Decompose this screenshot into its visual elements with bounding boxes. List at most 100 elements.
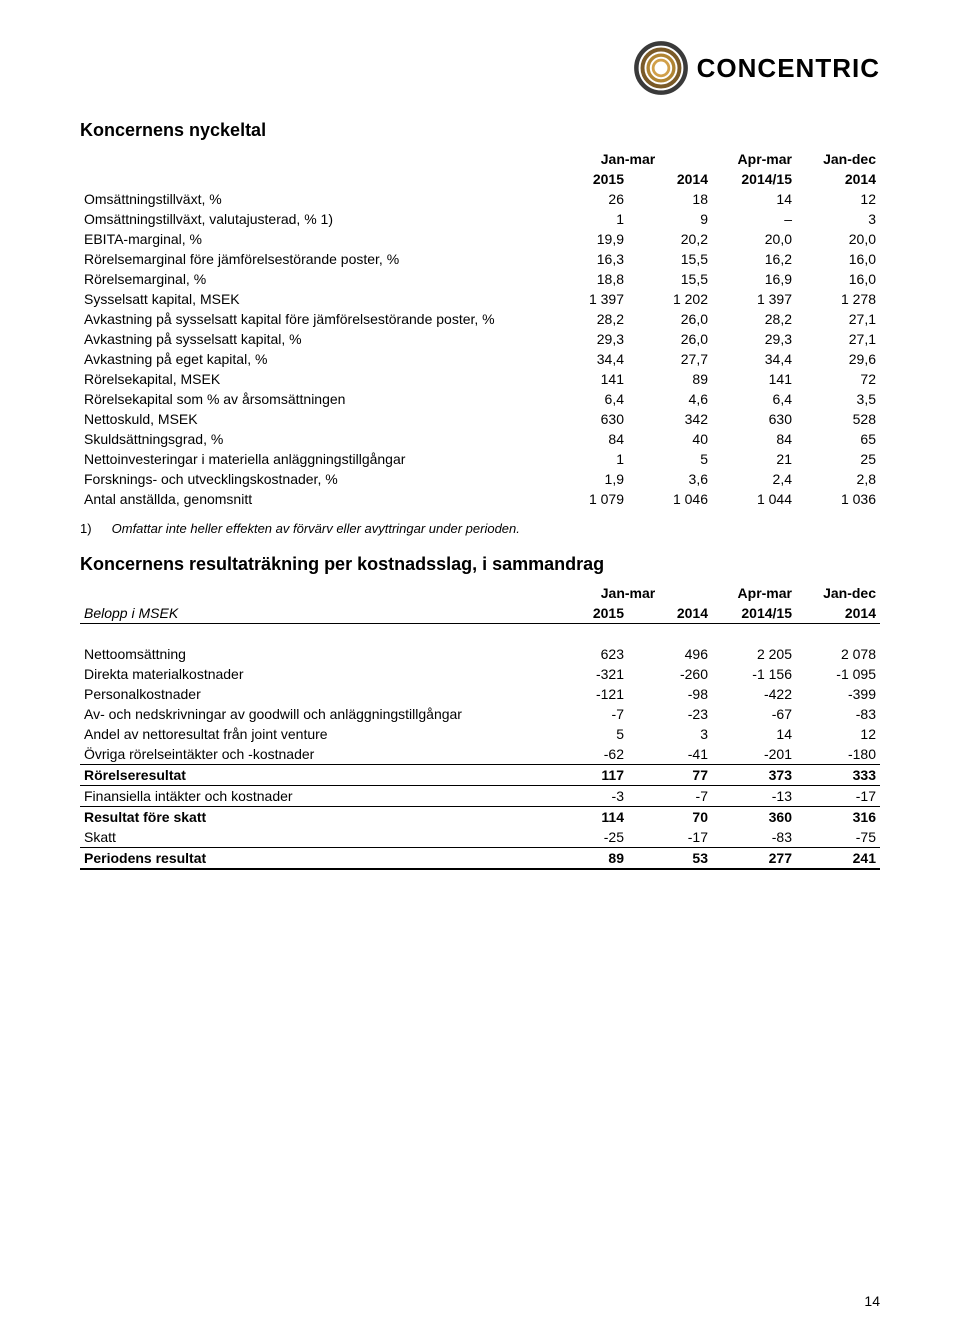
metric-label: Personalkostnader [80,684,544,704]
metric-value: -180 [796,744,880,765]
metric-value: 29,6 [796,349,880,369]
col2-2015: 2015 [544,603,628,624]
metric-label: Direkta materialkostnader [80,664,544,684]
logo-text: CONCENTRIC [697,53,880,84]
metric-value: 630 [544,409,628,429]
metric-value: 630 [712,409,796,429]
page: CONCENTRIC Koncernens nyckeltal Jan-mar … [0,0,960,1339]
metric-value: -41 [628,744,712,765]
metric-value: -3 [544,786,628,807]
metric-value: 29,3 [712,329,796,349]
metric-value: 21 [712,449,796,469]
metric-value: 117 [544,765,628,786]
metric-value: 20,0 [712,229,796,249]
metric-value: -25 [544,827,628,848]
metric-value: 34,4 [712,349,796,369]
metric-value: 14 [712,189,796,209]
col-janmar: Jan-mar [544,149,712,169]
metric-value: 2 205 [712,644,796,664]
metric-value: 3 [628,724,712,744]
metric-value: 40 [628,429,712,449]
footnote-num: 1) [80,521,108,536]
table-row: Nettoinvesteringar i materiella anläggni… [80,449,880,469]
metric-label: Antal anställda, genomsnitt [80,489,544,509]
metric-label: Avkastning på eget kapital, % [80,349,544,369]
metric-label: Övriga rörelseintäkter och -kostnader [80,744,544,765]
metric-value: 12 [796,189,880,209]
metric-value: 528 [796,409,880,429]
table-row: Avkastning på eget kapital, %34,427,734,… [80,349,880,369]
metric-label: Rörelsemarginal, % [80,269,544,289]
metric-value: -1 156 [712,664,796,684]
metric-label: Nettoinvesteringar i materiella anläggni… [80,449,544,469]
metric-value: 16,0 [796,249,880,269]
table-row: Skatt-25-17-83-75 [80,827,880,848]
metric-label: Rörelsemarginal före jämförelsestörande … [80,249,544,269]
col2-2014b: 2014 [796,603,880,624]
metric-value: 623 [544,644,628,664]
metric-value: -321 [544,664,628,684]
logo: CONCENTRIC [80,40,880,96]
table-row: Personalkostnader-121-98-422-399 [80,684,880,704]
metric-value: 27,7 [628,349,712,369]
metric-value: 16,0 [796,269,880,289]
metric-label: Forsknings- och utvecklingskostnader, % [80,469,544,489]
table-row: Skuldsättningsgrad, %84408465 [80,429,880,449]
table1-header-top: Jan-mar Apr-mar Jan-dec [80,149,880,169]
metric-label: Skatt [80,827,544,848]
metric-value: 12 [796,724,880,744]
key-figures-table: Jan-mar Apr-mar Jan-dec 2015 2014 2014/1… [80,149,880,509]
metric-value: 9 [628,209,712,229]
metric-value: 141 [544,369,628,389]
metric-value: 4,6 [628,389,712,409]
metric-label: Av- och nedskrivningar av goodwill och a… [80,704,544,724]
table-row: Övriga rörelseintäkter och -kostnader-62… [80,744,880,765]
metric-value: 6,4 [544,389,628,409]
col2-2014-15: 2014/15 [712,603,796,624]
metric-label: Rörelseresultat [80,765,544,786]
col-2014: 2014 [628,169,712,189]
metric-value: 1 044 [712,489,796,509]
metric-value: 84 [544,429,628,449]
metric-label: Avkastning på sysselsatt kapital före jä… [80,309,544,329]
metric-value: 53 [628,848,712,870]
metric-value: 26,0 [628,329,712,349]
col-janmar2: Jan-mar [544,583,712,603]
metric-value: -260 [628,664,712,684]
metric-label: Nettoomsättning [80,644,544,664]
metric-value: 25 [796,449,880,469]
metric-value: -23 [628,704,712,724]
table-row: Nettoomsättning6234962 2052 078 [80,644,880,664]
metric-value: 2,8 [796,469,880,489]
metric-value: 26,0 [628,309,712,329]
metric-value: -201 [712,744,796,765]
metric-value: 316 [796,807,880,828]
metric-value: 14 [712,724,796,744]
metric-value: 28,2 [544,309,628,329]
metric-value: 3,6 [628,469,712,489]
metric-value: -121 [544,684,628,704]
metric-label: Rörelsekapital som % av årsomsättningen [80,389,544,409]
table-row: Rörelsekapital, MSEK1418914172 [80,369,880,389]
metric-value: 77 [628,765,712,786]
metric-value: – [712,209,796,229]
metric-value: -13 [712,786,796,807]
metric-value: 1 079 [544,489,628,509]
col-2014-15: 2014/15 [712,169,796,189]
table1-footnote: 1) Omfattar inte heller effekten av förv… [80,521,880,536]
metric-label: Finansiella intäkter och kostnader [80,786,544,807]
table-row: Sysselsatt kapital, MSEK1 3971 2021 3971… [80,289,880,309]
metric-label: Sysselsatt kapital, MSEK [80,289,544,309]
table-row: Omsättningstillväxt, %26181412 [80,189,880,209]
metric-value: 5 [628,449,712,469]
table1-title: Koncernens nyckeltal [80,120,880,141]
table2-title: Koncernens resultaträkning per kostnadss… [80,554,880,575]
footnote-text: Omfattar inte heller effekten av förvärv… [112,521,520,536]
metric-label: Andel av nettoresultat från joint ventur… [80,724,544,744]
table-row: Rörelsekapital som % av årsomsättningen6… [80,389,880,409]
metric-value: 1 046 [628,489,712,509]
table-row: Forsknings- och utvecklingskostnader, %1… [80,469,880,489]
table-row: Avkastning på sysselsatt kapital, % 29,32… [80,329,880,349]
metric-value: 1 397 [544,289,628,309]
metric-label: Avkastning på sysselsatt kapital, % [80,329,544,349]
